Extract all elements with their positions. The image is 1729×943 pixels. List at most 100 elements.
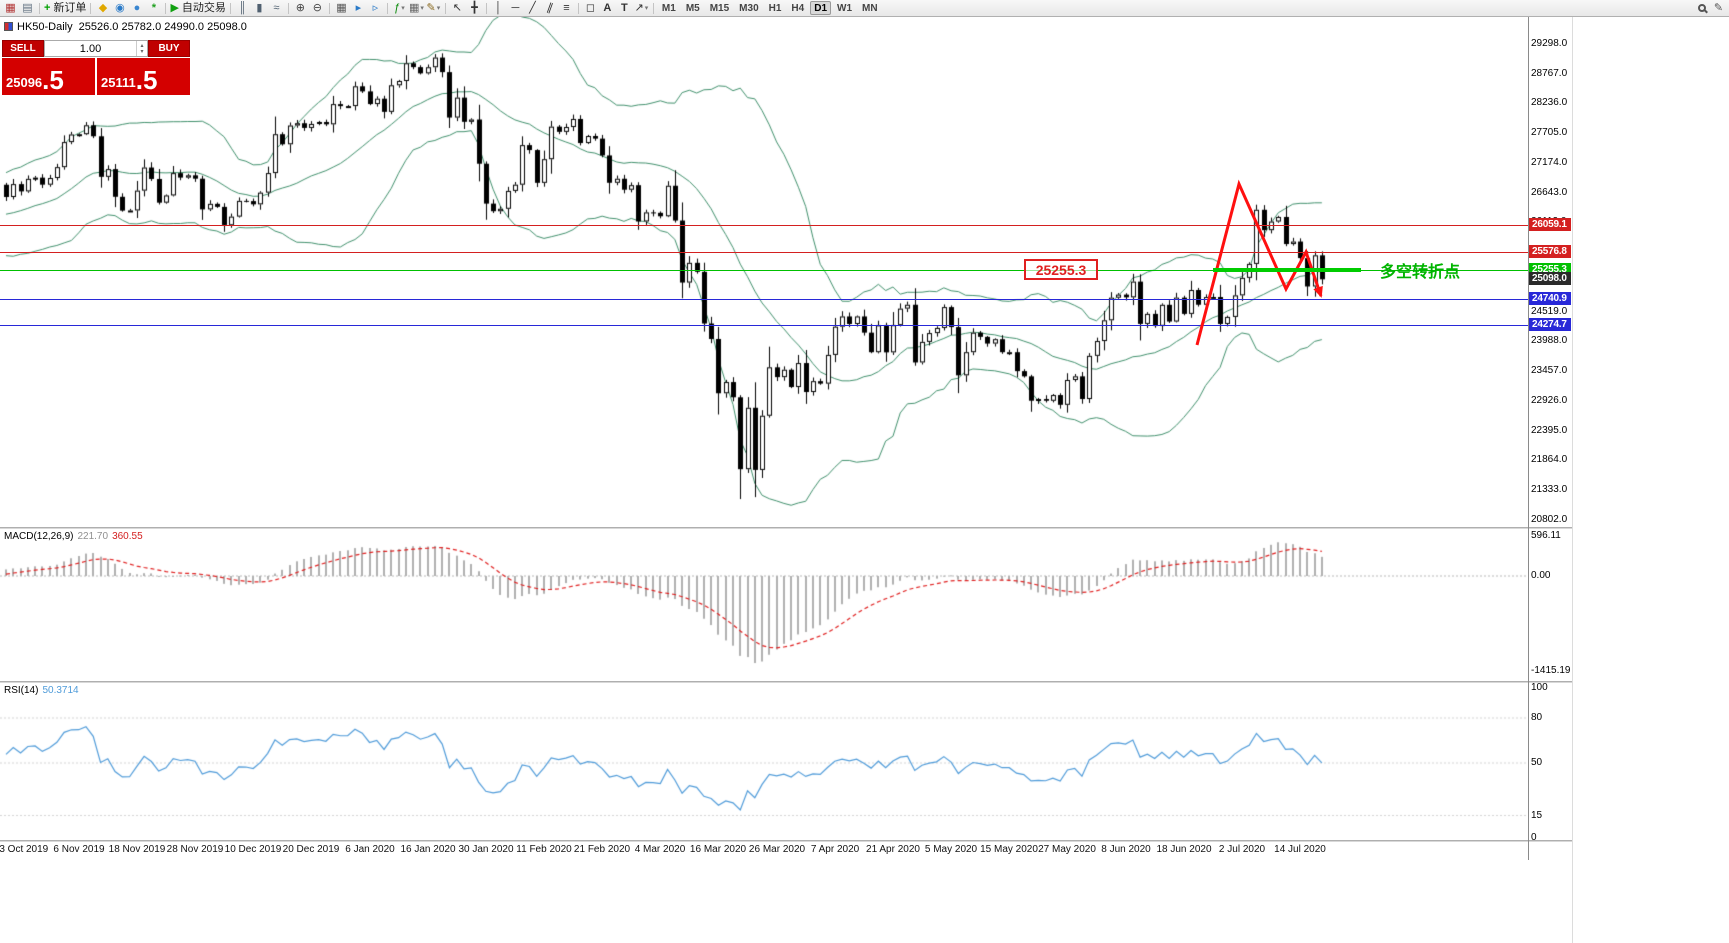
support-line-1[interactable] bbox=[0, 299, 1528, 300]
sell-button[interactable]: SELL bbox=[2, 40, 44, 57]
info-icon[interactable]: ● bbox=[128, 1, 145, 16]
price-axis-label: 22926.0 bbox=[1531, 395, 1568, 406]
shapes-icon[interactable]: ◻ bbox=[582, 1, 599, 16]
timeframe-m15[interactable]: M15 bbox=[709, 3, 730, 14]
periods-icon[interactable]: ▦ ▾ bbox=[408, 1, 425, 16]
crosshair-icon[interactable]: ╋ bbox=[466, 1, 483, 16]
pivot-line-segment[interactable] bbox=[1213, 268, 1361, 272]
macd-indicator-label: MACD(12,26,9) 221.70 360.55 bbox=[4, 531, 143, 542]
rsi-axis-label: 15 bbox=[1531, 810, 1543, 821]
price-axis-label: 24519.0 bbox=[1531, 306, 1568, 317]
zoom-in-icon[interactable]: ⊕ bbox=[292, 1, 309, 16]
price-chart-canvas[interactable] bbox=[0, 17, 1528, 860]
tile-windows-icon[interactable]: ▦ bbox=[333, 1, 350, 16]
horizontal-line-icon[interactable]: ─ bbox=[507, 1, 524, 16]
date-axis-label: 28 Nov 2019 bbox=[166, 844, 224, 855]
timeframe-m5[interactable]: M5 bbox=[685, 3, 700, 14]
price-axis-label: 23988.0 bbox=[1531, 335, 1568, 346]
new-order-button[interactable]: + 新订单 bbox=[43, 1, 87, 16]
templates-icon[interactable]: ✎ ▾ bbox=[425, 1, 442, 16]
buy-price-panel[interactable]: 25111 .5 bbox=[97, 58, 190, 95]
auto-scroll-icon[interactable]: ▸ bbox=[350, 1, 367, 16]
main-macd-separator[interactable] bbox=[0, 527, 1572, 529]
one-click-trading-widget: SELL 1.00 ▴ ▾ BUY 25096 .5 25111 .5 bbox=[2, 40, 190, 95]
date-axis-label: 18 Jun 2020 bbox=[1156, 844, 1212, 855]
label-icon[interactable]: T bbox=[616, 1, 633, 16]
chart-title: HK50-Daily 25526.0 25782.0 24990.0 25098.… bbox=[4, 21, 247, 33]
price-axis-label: 28236.0 bbox=[1531, 97, 1568, 108]
cursor-icon[interactable]: ↖ bbox=[449, 1, 466, 16]
rsi-dateaxis-separator[interactable] bbox=[0, 840, 1572, 842]
text-icon[interactable]: A bbox=[599, 1, 616, 16]
timeframe-d1[interactable]: D1 bbox=[810, 1, 832, 15]
spinner-up-icon[interactable]: ▴ bbox=[140, 42, 144, 49]
price-axis-label: 22395.0 bbox=[1531, 425, 1568, 436]
sell-price-panel[interactable]: 25096 .5 bbox=[2, 58, 95, 95]
severity-icon[interactable]: ◆ bbox=[94, 1, 111, 16]
symbol-name: HK50-Daily bbox=[17, 21, 73, 33]
buy-price-fraction: .5 bbox=[135, 65, 158, 95]
resistance-line-1[interactable] bbox=[0, 225, 1528, 226]
timeframe-h1[interactable]: H1 bbox=[768, 3, 782, 14]
channel-icon[interactable]: ∥ bbox=[541, 1, 558, 16]
arrows-icon-glyph: ↗ bbox=[634, 1, 644, 14]
support-line-2[interactable] bbox=[0, 325, 1528, 326]
timeframe-m30[interactable]: M30 bbox=[739, 3, 759, 14]
date-axis-label: 20 Dec 2019 bbox=[282, 844, 340, 855]
new-chart-icon[interactable]: ▦ bbox=[2, 1, 19, 16]
favorites-icon[interactable]: * bbox=[145, 1, 162, 16]
volume-spinner[interactable]: ▴ ▾ bbox=[136, 41, 147, 56]
fibonacci-icon[interactable]: ≡ bbox=[558, 1, 575, 16]
rsi-indicator-label: RSI(14) 50.3714 bbox=[4, 685, 79, 696]
resistance-line-1-axis-label: 26059.1 bbox=[1529, 218, 1571, 231]
date-axis-label: 6 Nov 2019 bbox=[53, 844, 105, 855]
chart-shift-icon[interactable]: ▹ bbox=[367, 1, 384, 16]
toolbar-separator bbox=[39, 2, 40, 14]
resistance-line-2-axis-label: 25576.8 bbox=[1529, 245, 1571, 258]
candlestick-chart-icon[interactable]: ▮ bbox=[251, 1, 268, 16]
resistance-line-2[interactable] bbox=[0, 252, 1528, 253]
macd-rsi-separator[interactable] bbox=[0, 681, 1572, 683]
date-axis-label: 16 Mar 2020 bbox=[689, 844, 747, 855]
price-axis[interactable]: 29298.0 28767.0 28236.0 27705.0 27174.0 26643… bbox=[1528, 17, 1572, 860]
toolbar-separator bbox=[485, 2, 487, 14]
price-axis-label: 27174.0 bbox=[1531, 157, 1568, 168]
trendline-icon-glyph: ╱ bbox=[529, 1, 536, 14]
sell-price-fraction: .5 bbox=[42, 65, 64, 95]
volume-input[interactable]: 1.00 ▴ ▾ bbox=[44, 40, 148, 57]
buy-button[interactable]: BUY bbox=[148, 40, 190, 57]
auto-scroll-icon-glyph: ▸ bbox=[355, 1, 362, 14]
line-chart-icon[interactable]: ≈ bbox=[268, 1, 285, 16]
crosshair-icon-glyph: ╋ bbox=[471, 1, 478, 14]
rsi-value: 50.3714 bbox=[42, 685, 79, 696]
search-icon[interactable] bbox=[1693, 1, 1710, 16]
vertical-line-icon[interactable]: │ bbox=[490, 1, 507, 16]
trendline-icon[interactable]: ╱ bbox=[524, 1, 541, 16]
timeframe-mn[interactable]: MN bbox=[862, 3, 878, 14]
timeframe-h4[interactable]: H4 bbox=[791, 3, 805, 14]
macd-axis-label: 0.00 bbox=[1531, 570, 1551, 581]
autotrading-button-label: 自动交易 bbox=[181, 1, 226, 14]
edit-icon[interactable]: ✎ bbox=[1710, 1, 1727, 16]
refresh-icon[interactable]: ◉ bbox=[111, 1, 128, 16]
bar-chart-icon[interactable]: ║ bbox=[234, 1, 251, 16]
price-callout-box[interactable]: 25255.3 bbox=[1024, 259, 1098, 280]
autotrading-button[interactable]: ▶ 自动交易 bbox=[169, 1, 226, 16]
spinner-down-icon[interactable]: ▾ bbox=[140, 48, 144, 55]
one-click-top-row: SELL 1.00 ▴ ▾ BUY bbox=[2, 40, 190, 57]
zoom-out-icon[interactable]: ⊖ bbox=[309, 1, 326, 16]
date-axis-label: 4 Mar 2020 bbox=[634, 844, 686, 855]
timeframe-w1[interactable]: W1 bbox=[837, 3, 853, 14]
chart-profiles-icon[interactable]: ▤ bbox=[19, 1, 36, 16]
arrows-icon[interactable]: ↗ ▾ bbox=[633, 1, 650, 16]
pivot-annotation-text[interactable]: 多空转折点 bbox=[1380, 264, 1461, 281]
chart-profiles-icon-glyph: ▤ bbox=[22, 1, 33, 14]
timeframe-m1[interactable]: M1 bbox=[661, 3, 676, 14]
date-axis-label: 2 Jul 2020 bbox=[1218, 844, 1266, 855]
indicators-icon[interactable]: ƒ ▾ bbox=[391, 1, 408, 16]
date-axis-label: 6 Jan 2020 bbox=[345, 844, 395, 855]
new-order-button-label: 新订单 bbox=[53, 1, 87, 14]
pivot-line[interactable] bbox=[0, 270, 1528, 271]
toolbar-separator bbox=[444, 2, 446, 14]
text-icon-glyph: A bbox=[603, 1, 612, 14]
